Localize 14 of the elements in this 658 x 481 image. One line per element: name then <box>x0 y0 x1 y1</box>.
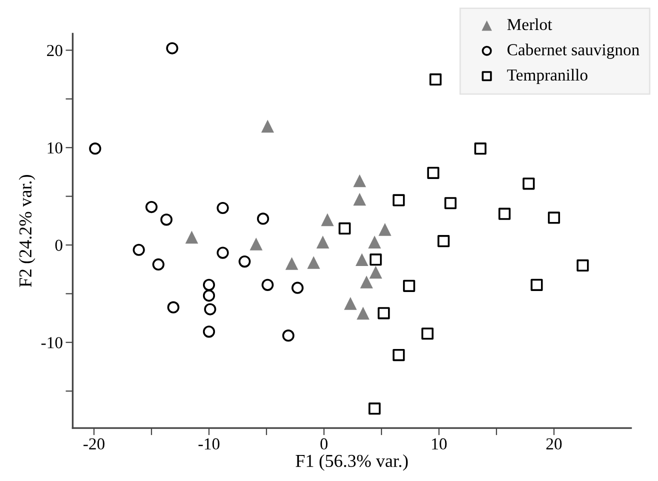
y-tick-label: 20 <box>47 44 62 56</box>
y-tick-label: 0 <box>55 240 62 251</box>
x-tick-label: 0 <box>320 438 328 450</box>
x-tick-label: -10 <box>198 438 220 450</box>
y-tick-label: 10 <box>48 142 62 154</box>
x-tick-label: 10 <box>432 438 447 450</box>
y-axis-title: F2 (24.2% var.) <box>18 175 36 288</box>
legend-label: Tempranillo <box>507 68 588 84</box>
legend-label: Merlot <box>507 18 552 30</box>
y-tick-label: -10 <box>41 337 62 348</box>
x-tick-label: 20 <box>546 438 562 450</box>
x-axis-title: F1 (56.3% var.) <box>296 454 408 471</box>
x-tick-label: -20 <box>83 438 104 450</box>
legend-label: Cabernet sauvignon <box>508 44 640 59</box>
